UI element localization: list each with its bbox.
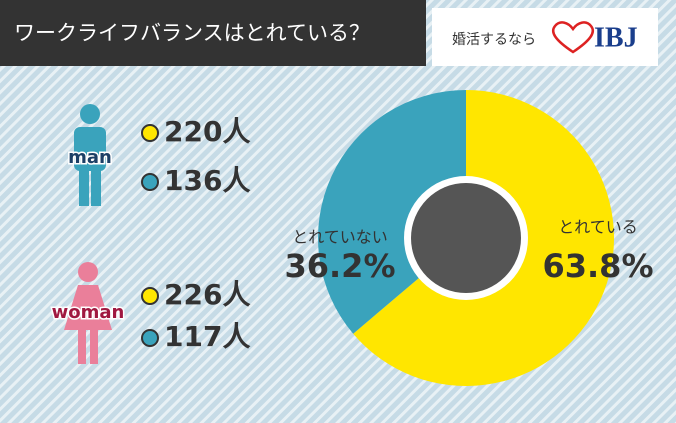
slice-label: とれていない (292, 228, 388, 247)
man-icon (74, 104, 106, 206)
woman-icon (64, 262, 112, 364)
group-name: man (68, 147, 112, 168)
value-label: 36.2% (284, 247, 395, 285)
legend-dot (141, 329, 159, 347)
legend-dot (141, 124, 159, 142)
brand-logo: IBJ (594, 22, 638, 53)
chart-title: ワークライフバランスはとれている？ (14, 21, 370, 45)
donut-hole (411, 183, 521, 293)
pie-slice (318, 89, 466, 334)
brand-tagline: 婚活するなら (452, 32, 536, 48)
group-name: woman (52, 302, 125, 323)
legend-dot (141, 173, 159, 191)
logo-box (432, 8, 658, 66)
count-label: 226人 (164, 278, 250, 311)
count-label: 117人 (164, 320, 250, 353)
value-label: 63.8% (542, 247, 653, 285)
slice-label: とれている (558, 218, 638, 237)
legend-dot (141, 287, 159, 305)
count-label: 220人 (164, 115, 250, 148)
title-bar (0, 0, 426, 66)
count-label: 136人 (164, 164, 250, 197)
heart-icon (551, 21, 595, 54)
